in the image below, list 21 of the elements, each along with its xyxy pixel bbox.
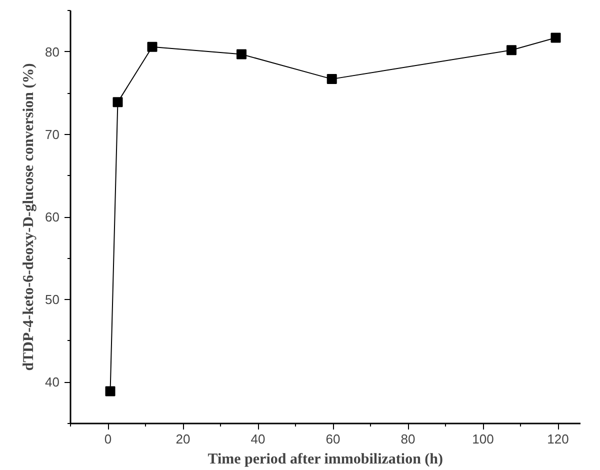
y-tick-label: 70	[45, 126, 60, 142]
x-tick-label: 60	[326, 432, 340, 446]
x-tick-label: 120	[547, 432, 569, 446]
y-tick-label: 60	[45, 210, 60, 224]
point	[112, 97, 123, 108]
point	[550, 32, 561, 43]
point	[326, 74, 337, 84]
x-tick-label: 80	[400, 432, 416, 446]
y-tick-label: 50	[45, 292, 60, 308]
x-tick-label: 40	[250, 432, 266, 446]
y-tick-label: 40	[45, 374, 60, 390]
x-tick-label: 0	[104, 432, 112, 446]
point	[506, 45, 516, 56]
x-tick-label: 100	[472, 432, 494, 446]
point	[147, 42, 158, 52]
y-tick-label: 80	[45, 44, 60, 60]
x-axis-title: Time period after immobilization (h)	[208, 452, 444, 468]
point	[105, 386, 116, 396]
y-axis-title: dTDP-4-keto-6-deoxy-D-glucose conversion (%)	[21, 63, 38, 371]
point	[236, 49, 246, 60]
x-tick-label: 20	[176, 432, 190, 446]
